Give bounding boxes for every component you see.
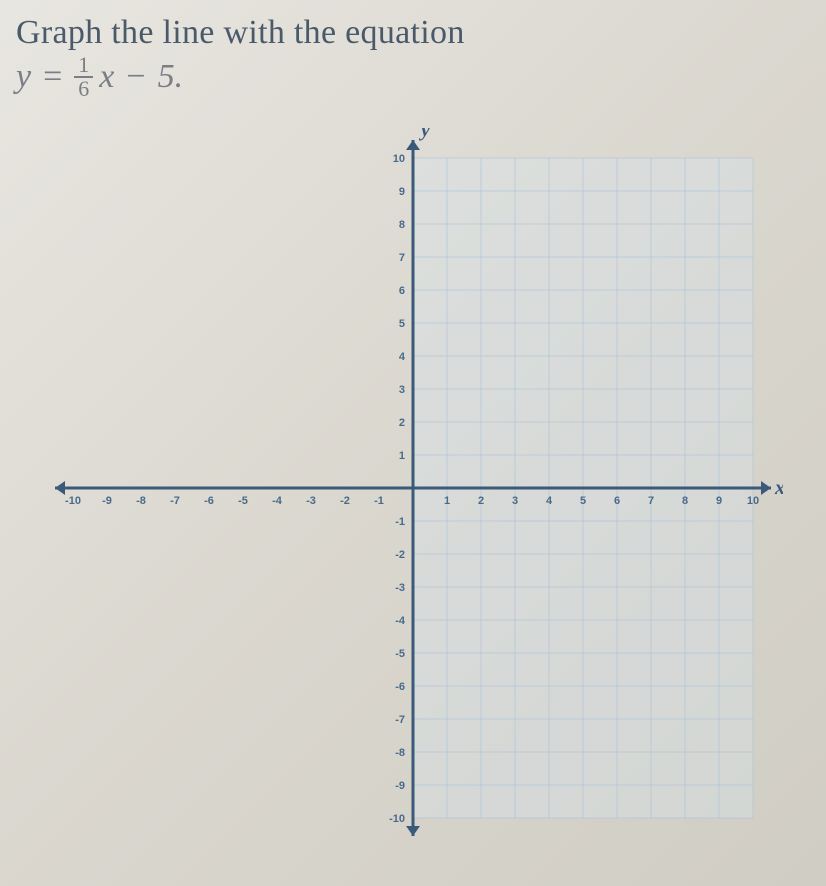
y-tick-label: -10 bbox=[389, 813, 405, 825]
y-tick-label: -7 bbox=[395, 714, 405, 726]
eq-numerator: 1 bbox=[74, 54, 93, 78]
eq-x: x bbox=[99, 58, 114, 96]
y-tick-label: 4 bbox=[399, 351, 406, 363]
y-tick-label: -5 bbox=[395, 648, 405, 660]
x-tick-label: -3 bbox=[306, 495, 316, 507]
y-tick-label: 3 bbox=[399, 384, 405, 396]
eq-fraction: 1 6 bbox=[74, 54, 93, 100]
prompt-text: Graph the line with the equation bbox=[16, 14, 810, 52]
y-axis-arrow-down bbox=[406, 826, 420, 836]
y-tick-label: 1 bbox=[399, 450, 405, 462]
x-tick-label: 10 bbox=[747, 495, 759, 507]
y-tick-label: -4 bbox=[395, 615, 406, 627]
y-axis-label: y bbox=[419, 128, 430, 141]
x-tick-label: 7 bbox=[648, 495, 654, 507]
graph-svg[interactable]: y x -10 -9 -8 -7 -6 -5 -4 -3 -2 -1 1 2 3 4 5 6 7 8 9 10 -10 -9 -… bbox=[43, 128, 783, 848]
x-tick-label: -9 bbox=[102, 495, 112, 507]
x-tick-label: 6 bbox=[614, 495, 620, 507]
y-tick-label: 10 bbox=[393, 153, 405, 165]
y-tick-label: -3 bbox=[395, 582, 405, 594]
equation: y = 1 6 x − 5. bbox=[16, 54, 810, 100]
x-axis-arrow-left bbox=[55, 481, 65, 495]
coordinate-plane[interactable]: y x -10 -9 -8 -7 -6 -5 -4 -3 -2 -1 1 2 3 4 5 6 7 8 9 10 -10 -9 -… bbox=[43, 128, 783, 848]
question-prompt: Graph the line with the equation y = 1 6… bbox=[16, 14, 810, 100]
x-tick-label: 9 bbox=[716, 495, 722, 507]
eq-minus: − bbox=[120, 58, 151, 96]
x-tick-label: -4 bbox=[272, 495, 283, 507]
x-axis-arrow-right bbox=[761, 481, 771, 495]
x-tick-label: -2 bbox=[340, 495, 350, 507]
x-tick-label: 4 bbox=[546, 495, 553, 507]
eq-y: y bbox=[16, 58, 31, 96]
y-tick-label: 7 bbox=[399, 252, 405, 264]
eq-constant: 5. bbox=[158, 58, 184, 96]
x-tick-label: 5 bbox=[580, 495, 586, 507]
x-axis-label: x bbox=[774, 477, 783, 499]
eq-equals: = bbox=[37, 58, 68, 96]
y-tick-label: -1 bbox=[395, 516, 405, 528]
y-tick-label: -9 bbox=[395, 780, 405, 792]
y-tick-label: 2 bbox=[399, 417, 405, 429]
x-tick-label: -6 bbox=[204, 495, 214, 507]
y-tick-label: -8 bbox=[395, 747, 405, 759]
y-tick-label: -2 bbox=[395, 549, 405, 561]
y-tick-label: 8 bbox=[399, 219, 405, 231]
x-tick-label: 2 bbox=[478, 495, 484, 507]
x-tick-label: -1 bbox=[374, 495, 384, 507]
y-axis-arrow-up bbox=[406, 140, 420, 150]
x-tick-label: -7 bbox=[170, 495, 180, 507]
eq-denominator: 6 bbox=[74, 78, 93, 100]
x-tick-label: 3 bbox=[512, 495, 518, 507]
x-tick-label: -5 bbox=[238, 495, 248, 507]
y-tick-label: 6 bbox=[399, 285, 405, 297]
y-tick-label: 9 bbox=[399, 186, 405, 198]
x-tick-label: -8 bbox=[136, 495, 146, 507]
y-tick-label: -6 bbox=[395, 681, 405, 693]
x-tick-label: 1 bbox=[444, 495, 450, 507]
x-tick-label: 8 bbox=[682, 495, 688, 507]
x-tick-label: -10 bbox=[65, 495, 81, 507]
y-tick-label: 5 bbox=[399, 318, 405, 330]
